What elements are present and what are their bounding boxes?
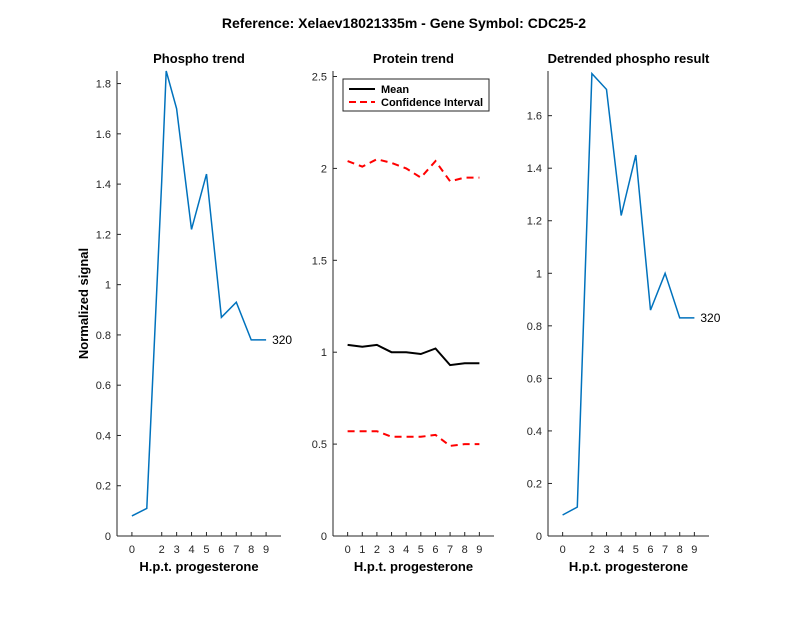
y-tick-label: 0.6 <box>527 373 542 385</box>
y-tick-label: 1 <box>536 268 542 280</box>
x-tick-label: 4 <box>403 544 409 556</box>
y-tick-label: 0 <box>321 531 327 543</box>
x-tick-label: 7 <box>233 544 239 556</box>
y-tick-label: 1.8 <box>96 79 111 91</box>
x-tick-label: 6 <box>218 544 224 556</box>
figure-suptitle: Reference: Xelaev18021335m - Gene Symbol… <box>222 15 586 31</box>
y-tick-label: 0.8 <box>527 321 542 333</box>
x-tick-label: 8 <box>248 544 254 556</box>
series-mean <box>347 343 480 367</box>
series-line-1 <box>131 70 267 517</box>
x-tick-label: 0 <box>345 544 351 556</box>
x-axis-label: H.p.t. progesterone <box>354 559 473 574</box>
y-tick-label: 1.5 <box>312 255 327 267</box>
y-tick-label: 1.4 <box>527 163 542 175</box>
x-tick-label: 8 <box>677 544 683 556</box>
x-tick-label: 4 <box>618 544 624 556</box>
y-tick-label: 2 <box>321 163 327 175</box>
y-tick-label: 1.2 <box>527 216 542 228</box>
x-tick-label: 5 <box>633 544 639 556</box>
panel-title: Phospho trend <box>153 51 245 66</box>
x-tick-label: 3 <box>174 544 180 556</box>
y-tick-label: 0.6 <box>96 380 111 392</box>
y-tick-label: 0 <box>105 531 111 543</box>
x-axis-label: H.p.t. progesterone <box>569 559 688 574</box>
legend-entry: Confidence Interval <box>381 97 483 109</box>
y-tick-label: 0.5 <box>312 439 327 451</box>
x-tick-label: 9 <box>691 544 697 556</box>
x-tick-label: 9 <box>263 544 269 556</box>
series-line-3 <box>347 430 480 447</box>
annotation-label: 320 <box>700 311 720 325</box>
x-tick-label: 1 <box>359 544 365 556</box>
y-tick-label: 1.6 <box>527 111 542 123</box>
x-tick-label: 5 <box>418 544 424 556</box>
y-tick-label: 0.4 <box>96 430 111 442</box>
legend-box <box>342 78 490 112</box>
x-tick-label: 7 <box>447 544 453 556</box>
x-tick-label: 6 <box>647 544 653 556</box>
x-tick-label: 0 <box>560 544 566 556</box>
x-tick-label: 8 <box>462 544 468 556</box>
y-tick-label: 1 <box>105 280 111 292</box>
x-tick-label: 9 <box>476 544 482 556</box>
y-tick-label: 1.4 <box>96 179 111 191</box>
series-line-1 <box>562 71 695 516</box>
x-tick-label: 3 <box>603 544 609 556</box>
y-tick-label: 1.2 <box>96 229 111 241</box>
legend-entry: Mean <box>381 84 409 96</box>
series-confidence-interval <box>347 158 480 183</box>
x-tick-label: 2 <box>589 544 595 556</box>
panel-3: 0 0.2 0.4 0.6 0.8 1 1.2 1.4 1.6 0 2 3 4 5 6 7 8 9 Detrende… <box>527 51 721 574</box>
y-tick-label: 0.8 <box>96 330 111 342</box>
x-tick-label: 4 <box>188 544 194 556</box>
panel-title: Protein trend <box>373 51 454 66</box>
y-tick-label: 1.6 <box>96 129 111 141</box>
y-tick-label: 0.2 <box>96 481 111 493</box>
x-tick-label: 6 <box>432 544 438 556</box>
x-axis-label: H.p.t. progesterone <box>139 559 258 574</box>
x-tick-label: 2 <box>374 544 380 556</box>
panel-1: 0 0.2 0.4 0.6 0.8 1 1.2 1.4 1.6 1.8 0 2 3 4 5 6 7 8 9 Phosp… <box>76 51 292 574</box>
y-tick-label: 0 <box>536 531 542 543</box>
y-tick-label: 0.4 <box>527 426 542 438</box>
annotation-label: 320 <box>272 333 292 347</box>
x-tick-label: 0 <box>129 544 135 556</box>
y-tick-label: 2.5 <box>312 72 327 84</box>
x-tick-label: 3 <box>388 544 394 556</box>
x-tick-label: 7 <box>662 544 668 556</box>
y-axis-label: Normalized signal <box>76 248 91 359</box>
panel-title: Detrended phospho result <box>548 51 710 66</box>
y-tick-label: 1 <box>321 347 327 359</box>
y-tick-label: 0.2 <box>527 478 542 490</box>
x-tick-label: 5 <box>203 544 209 556</box>
x-tick-label: 2 <box>159 544 165 556</box>
